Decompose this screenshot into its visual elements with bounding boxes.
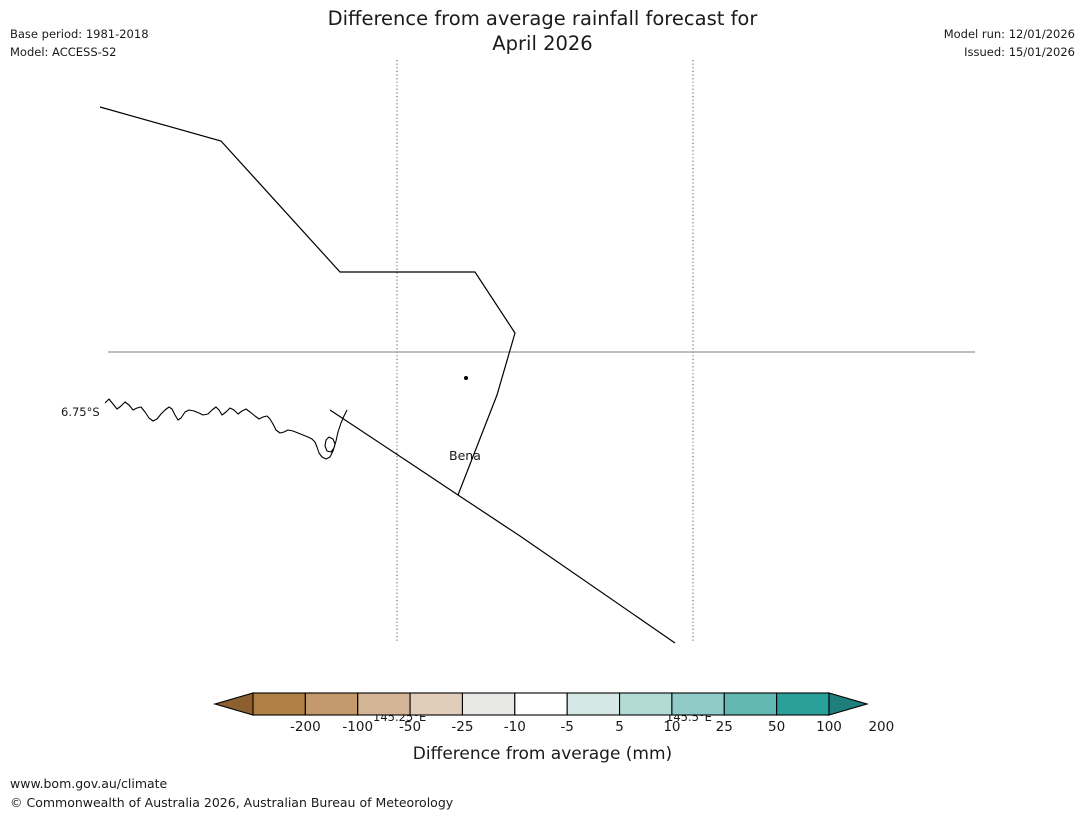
colorbar-band <box>304 692 359 716</box>
boundary-lower-diagonal <box>329 409 676 644</box>
issued-text: Issued: 15/01/2026 <box>964 45 1075 59</box>
colorbar-tick-label: -5 <box>560 719 574 735</box>
colorbar-band <box>461 692 516 716</box>
map-canvas <box>99 60 975 644</box>
colorbar-bands <box>213 692 869 716</box>
colorbar-tick-label: 50 <box>768 719 786 735</box>
page-title-line1: Difference from average rainfall forecas… <box>327 7 758 30</box>
colorbar-tick-labels: -200 -100 -50 -25 -10 -5 5 10 25 50 100 200 <box>0 719 1085 739</box>
colorbar <box>0 685 1085 725</box>
colorbar-band <box>252 692 306 716</box>
footer: www.bom.gov.au/climate © Commonwealth of… <box>10 774 453 812</box>
colorbar-axis-label: Difference from average (mm) <box>412 744 673 764</box>
colorbar-tick-label: -10 <box>503 719 526 735</box>
colorbar-band <box>357 692 411 716</box>
colorbar-band <box>671 692 725 716</box>
model-text: Model: ACCESS-S2 <box>10 45 117 59</box>
colorbar-band <box>776 692 830 716</box>
colorbar-tick-label: 10 <box>663 719 681 735</box>
colorbar-tick-label: 5 <box>615 719 624 735</box>
boundary-upper <box>99 106 516 496</box>
city-marker-bena <box>464 376 468 380</box>
colorbar-tick-label: 200 <box>868 719 895 735</box>
colorbar-tick-label: -25 <box>451 719 474 735</box>
colorbar-band <box>514 692 568 716</box>
footer-copyright: © Commonwealth of Australia 2026, Austra… <box>10 795 454 810</box>
river-coastline-west <box>104 398 348 460</box>
colorbar-tick-label: 100 <box>816 719 842 735</box>
colorbar-tick-label: 25 <box>715 719 733 735</box>
colorbar-band <box>409 692 463 716</box>
colorbar-canvas <box>213 692 869 716</box>
forecast-map: 6.75°S 145.25°E 145.5°E Bena <box>0 60 1085 724</box>
colorbar-extend-high <box>828 692 869 716</box>
page-title-line2: April 2026 <box>492 32 593 55</box>
colorbar-tick-label: -200 <box>290 719 321 735</box>
colorbar-band <box>618 692 673 716</box>
city-label-bena: Bena <box>449 448 481 463</box>
colorbar-tick-label: -100 <box>342 719 374 735</box>
base-period-text: Base period: 1981-2018 <box>10 27 149 41</box>
colorbar-band <box>566 692 621 716</box>
colorbar-band <box>723 692 778 716</box>
model-metadata: Base period: 1981-2018 Model: ACCESS-S2 <box>10 25 149 61</box>
model-run-text: Model run: 12/01/2026 <box>943 27 1075 41</box>
run-metadata: Model run: 12/01/2026 Issued: 15/01/2026 <box>944 25 1075 61</box>
footer-website[interactable]: www.bom.gov.au/climate <box>10 776 168 791</box>
page-title: Difference from average rainfall forecas… <box>0 6 1085 56</box>
colorbar-extend-low <box>213 692 254 716</box>
colorbar-tick-label: -50 <box>399 719 422 735</box>
axis-tick-label-latitude: 6.75°S <box>61 405 100 419</box>
